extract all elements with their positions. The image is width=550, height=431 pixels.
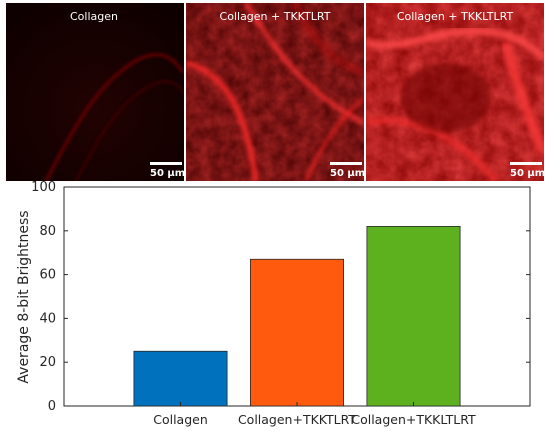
scale-bar (150, 162, 182, 165)
scale-bar (510, 162, 542, 165)
y-axis: 0 20 40 60 80 100 (31, 181, 530, 414)
scale-bar-label: 50 µm (150, 168, 184, 179)
micrograph-image (186, 3, 364, 181)
y-tick-label: 20 (39, 355, 56, 370)
scale-bar (330, 162, 362, 165)
panel-label: Collagen + TKKTLRT (219, 10, 331, 23)
y-tick-label: 40 (39, 311, 56, 326)
x-axis: Collagen Collagen+TKKTLRTCollagen+TKKLTLR… (153, 402, 476, 427)
y-tick-label: 80 (39, 224, 56, 239)
brightness-bar-chart: 0 20 40 60 80 100 Collagen Collagen+TKKTLRTCol… (16, 181, 531, 427)
bar-2 (249, 258, 344, 407)
bar-3 (366, 226, 461, 407)
micrograph-collagen-tkkltlrt: Collagen + TKKLTLRT 50 µm (366, 3, 544, 181)
micrograph-image (6, 3, 184, 181)
bar-1 (133, 350, 228, 407)
x-tick-label: Collagen+TKKTLRT (238, 412, 356, 427)
micrograph-collagen-tkktlrt: Collagen + TKKTLRT 50 µm (186, 3, 364, 181)
panel-label: Collagen + TKKLTLRT (396, 10, 514, 23)
panel-label: Collagen (70, 10, 118, 23)
y-tick-label: 100 (31, 181, 56, 195)
x-tick-label: Collagen (153, 412, 208, 427)
scale-bar-label: 50 µm (510, 168, 544, 179)
bars (133, 226, 461, 407)
scale-bar-label: 50 µm (330, 168, 364, 179)
x-tick-label: Collagen+TKKLTLRT (351, 412, 476, 427)
y-tick-label: 60 (39, 268, 56, 283)
micrograph-collagen: Collagen 50 µm (6, 3, 184, 181)
y-axis-label: Average 8-bit Brightness (16, 210, 32, 383)
micrograph-image (366, 3, 544, 181)
y-tick-label: 0 (48, 399, 56, 414)
